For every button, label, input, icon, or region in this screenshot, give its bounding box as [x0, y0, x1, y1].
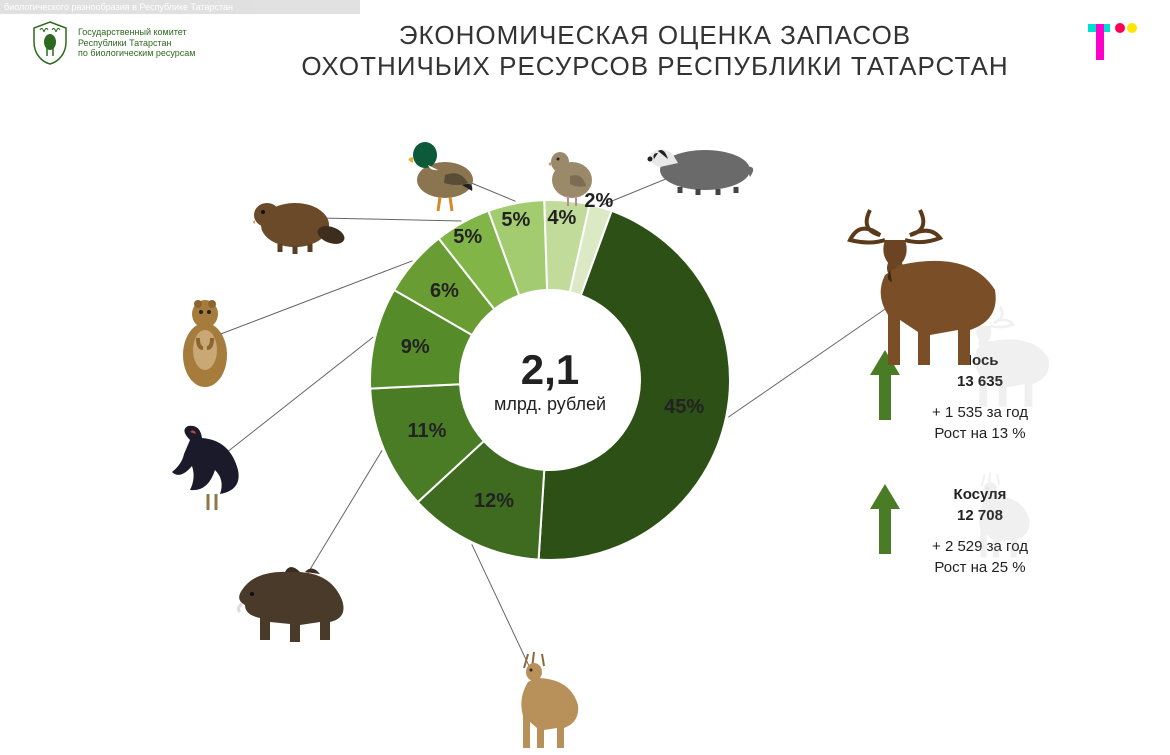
moose-icon	[830, 200, 1010, 370]
shield-deer-icon	[30, 20, 70, 66]
brand-logo	[1080, 20, 1140, 65]
grouse-icon	[160, 420, 255, 515]
boar-icon	[230, 560, 350, 645]
stat-growth: Рост на 13 %	[910, 423, 1050, 444]
donut-center: 2,1 млрд. рублей	[460, 290, 640, 470]
chart-area: 2,1 млрд. рублей 45%12%11%9%6%5%5%4%2% Л…	[0, 90, 1170, 670]
arrow-up-icon	[870, 484, 900, 554]
slice-pct-label: 4%	[547, 207, 576, 230]
slice-pct-label: 6%	[430, 280, 459, 303]
stats-panel: Лось 13 635 + 1 535 за год Рост на 13 % …	[870, 350, 1130, 618]
center-value: 2,1	[521, 346, 579, 394]
partridge-icon	[540, 140, 600, 210]
org-line1: Государственный комитет	[78, 27, 196, 38]
slice-pct-label: 5%	[501, 209, 530, 232]
org-line2: Республики Татарстан	[78, 38, 196, 49]
roe-deer-silhouette-icon	[960, 465, 1040, 570]
title-line1: ЭКОНОМИЧЕСКАЯ ОЦЕНКА ЗАПАСОВ	[240, 20, 1070, 51]
title-line2: ОХОТНИЧЬИХ РЕСУРСОВ РЕСПУБЛИКИ ТАТАРСТАН	[240, 51, 1070, 82]
donut-chart: 2,1 млрд. рублей 45%12%11%9%6%5%5%4%2%	[370, 200, 730, 560]
badger-icon	[640, 135, 760, 195]
center-unit: млрд. рублей	[494, 394, 606, 415]
roe-deer-icon	[500, 650, 590, 750]
marmot-icon	[170, 290, 240, 390]
slice-pct-label: 45%	[664, 396, 704, 419]
beaver-icon	[245, 180, 345, 255]
slice-pct-label: 5%	[453, 226, 482, 249]
page-title: ЭКОНОМИЧЕСКАЯ ОЦЕНКА ЗАПАСОВ ОХОТНИЧЬИХ …	[230, 20, 1080, 82]
org-line3: по биологическим ресурсам	[78, 48, 196, 59]
faded-top-bar: биологического разнообразия в Республике…	[0, 0, 360, 14]
duck-icon	[400, 125, 480, 215]
slice-pct-label: 9%	[401, 336, 430, 359]
org-logo: Государственный комитет Республики Татар…	[30, 20, 230, 66]
slice-pct-label: 12%	[474, 490, 514, 513]
slice-pct-label: 11%	[407, 420, 446, 443]
